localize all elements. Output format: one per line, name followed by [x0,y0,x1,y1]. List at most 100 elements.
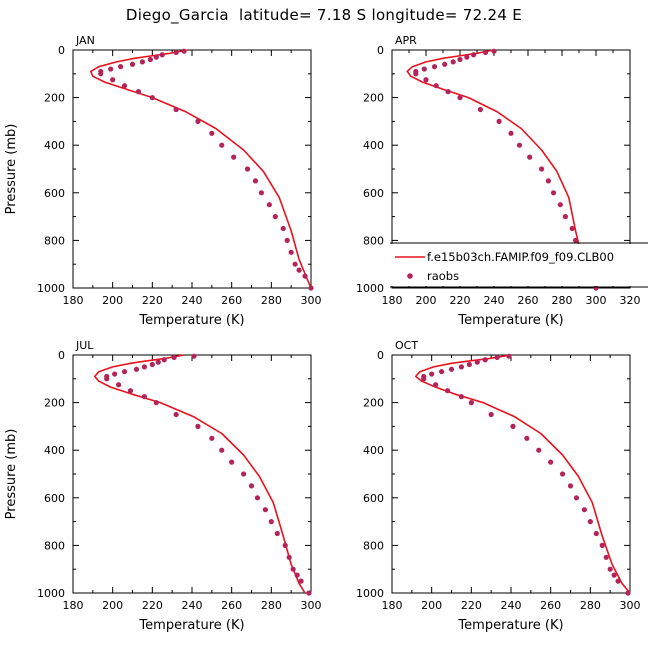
x-tick-label: 300 [301,294,322,307]
raobs-point [482,49,489,55]
panel-label: APR [395,34,417,47]
raobs-point [448,366,455,372]
y-tick-label: 600 [363,492,384,505]
raobs-point [209,435,215,441]
x-tick-label: 180 [382,294,403,307]
raobs-point [539,166,545,172]
plot-frame [72,354,312,594]
raobs-point [112,371,118,377]
raobs-point [286,554,292,560]
raobs-point [296,267,302,273]
x-tick-label: 240 [182,294,203,307]
raobs-point [266,202,272,208]
raobs-point [508,130,514,136]
x-tick-label: 240 [182,599,203,612]
panel-label: JAN [75,34,95,47]
y-tick-label: 1000 [37,282,65,295]
raobs-point [421,66,427,72]
x-tick-label: 300 [301,599,322,612]
raobs-point [173,411,179,418]
x-tick-label: 200 [421,599,442,612]
raobs-point [457,56,463,63]
raobs-point [516,142,523,148]
raobs-point [282,542,288,549]
raobs-point [252,178,259,184]
x-tick-label: 320 [620,294,641,307]
raobs-point [510,423,516,429]
raobs-point [104,376,110,382]
raobs-point [274,530,280,537]
raobs-point [258,190,265,196]
legend-background [391,244,647,286]
raobs-point [98,71,104,77]
series-line-model [406,49,597,289]
raobs-point [413,71,419,77]
raobs-point [191,353,197,359]
x-tick-label: 240 [484,294,505,307]
panel-label: JUL [75,339,94,352]
raobs-point [298,578,304,584]
x-tick-label: 220 [450,294,471,307]
raobs-point [477,106,483,113]
raobs-point [444,388,451,394]
raobs-point [248,483,255,489]
y-tick-label: 600 [44,492,65,505]
y-tick-label: 600 [363,187,384,200]
series-line-model [94,354,306,594]
raobs-point [466,361,472,368]
raobs-point [615,578,621,584]
x-axis-label: Temperature (K) [138,313,244,328]
y-tick-label: 400 [363,444,384,457]
x-tick-label: 180 [382,599,403,612]
raobs-point [573,237,579,243]
x-tick-label: 280 [261,294,282,307]
y-tick-label: 800 [363,539,384,552]
x-tick-label: 280 [580,599,601,612]
y-tick-label: 0 [377,44,384,57]
raobs-point [593,530,599,537]
x-tick-label: 260 [221,599,242,612]
raobs-point [292,261,298,267]
x-tick-label: 300 [586,294,607,307]
raobs-point [559,471,566,477]
x-tick-label: 220 [142,294,163,307]
raobs-point [195,423,201,429]
raobs-point [431,64,438,70]
raobs-point [127,388,134,394]
raobs-point [506,353,512,359]
x-tick-label: 200 [416,294,437,307]
x-tick-label: 260 [221,294,242,307]
raobs-point [262,507,268,513]
legend-dot-swatch [407,273,413,279]
raobs-point [308,285,314,291]
raobs-point [524,435,530,441]
raobs-point [173,49,179,55]
raobs-point [231,154,237,160]
raobs-point [567,483,574,489]
raobs-point [494,354,500,360]
raobs-point [421,376,427,382]
raobs-point [527,154,533,160]
x-tick-label: 220 [142,599,163,612]
raobs-point [133,366,140,372]
raobs-point [244,166,251,172]
panel-jan: 180 200 220 240 260 280 300 0 200 400 600 800 1000 Te… [4,34,322,328]
raobs-point [288,249,294,255]
x-tick-label: 180 [63,599,84,612]
y-tick-label: 800 [363,234,384,247]
x-tick-label: 180 [63,294,84,307]
x-tick-label: 200 [102,599,123,612]
raobs-point [129,61,136,67]
raobs-point [306,590,312,596]
raobs-point [135,89,142,95]
x-tick-label: 280 [552,294,573,307]
panel-label: OCT [395,339,418,352]
x-tick-label: 300 [620,599,641,612]
raobs-point [599,542,605,549]
raobs-point [219,447,225,453]
raobs-point [141,394,147,400]
raobs-point [272,214,278,220]
raobs-point [482,357,488,363]
raobs-point [149,361,155,368]
